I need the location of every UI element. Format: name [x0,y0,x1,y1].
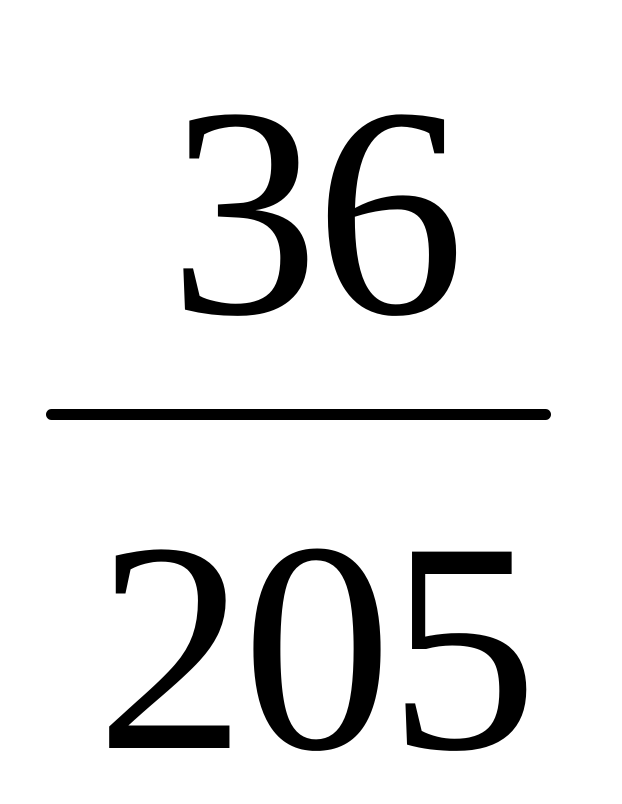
fraction-denominator: 205 [96,481,538,804]
fraction-bar [46,409,551,420]
fraction-numerator: 36 [169,46,465,378]
